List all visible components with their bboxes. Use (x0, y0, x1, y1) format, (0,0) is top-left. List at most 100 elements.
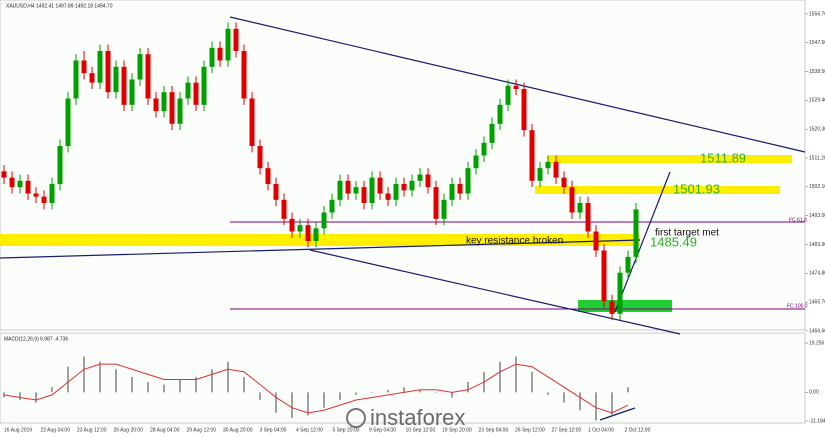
candle-body (145, 54, 151, 99)
candle-body (473, 155, 479, 169)
macd-bar (163, 384, 165, 393)
annotation: first target met (655, 228, 719, 239)
candle-body (249, 98, 255, 146)
macd-bar (259, 392, 261, 401)
macd-bar (307, 392, 309, 416)
candle-body (601, 250, 607, 302)
candle-body (513, 85, 519, 89)
x-tick-label: 26 Sep 12:00 (515, 427, 545, 433)
candle-body (337, 180, 343, 200)
macd-bar (595, 392, 597, 421)
candle-body (361, 187, 367, 204)
candle-body (545, 161, 551, 169)
macd-bar (19, 392, 21, 401)
candle-body (577, 203, 583, 213)
candle-body (41, 196, 47, 204)
candle-body (377, 177, 383, 194)
macd-bar (355, 392, 357, 395)
y-tick-label: 1502.10 (809, 184, 825, 190)
x-tick-label: 27 Sep 12:00 (552, 427, 582, 433)
x-tick-label: 3 Sep 04:00 (260, 427, 287, 433)
macd-bar (83, 356, 85, 393)
candle-body (1, 171, 7, 178)
annotation: key resistance broken (466, 236, 563, 247)
x-tick-label: 9 Sep 04:00 (369, 427, 396, 433)
macd-bar (275, 392, 277, 413)
candle-body (185, 82, 191, 99)
candle-body (161, 92, 167, 112)
y-tick-label: 1520.30 (809, 127, 825, 133)
macd-bar (243, 376, 245, 393)
signal-line (3, 363, 629, 414)
annotation: 1501.93 (673, 181, 720, 196)
candle-body (505, 85, 511, 105)
arrow-line (614, 171, 671, 313)
candle-body (617, 272, 623, 314)
y-tick-label: 1547.60 (809, 40, 825, 46)
candle-body (465, 168, 471, 194)
candle-body (441, 199, 447, 219)
macd-bar (579, 392, 581, 411)
candle-body (113, 66, 119, 93)
support-box (578, 300, 672, 312)
logo-icon (346, 408, 366, 428)
macd-bar (563, 392, 565, 403)
y-tick-label: 1465.70 (809, 299, 825, 305)
candle-body (121, 66, 127, 105)
candle-body (585, 203, 591, 232)
macd-bar (35, 392, 37, 403)
candle-body (529, 130, 535, 181)
candle-body (169, 92, 175, 124)
macd-bar (467, 382, 469, 393)
candle-body (49, 184, 55, 204)
candle-body (553, 161, 559, 178)
candle-body (353, 187, 359, 194)
x-tick-label: 1 Oct 04:00 (588, 427, 614, 433)
y-tick-label: 1529.40 (809, 98, 825, 104)
candle-body (433, 187, 439, 219)
macd-bar (339, 392, 341, 401)
annotation: 1485.49 (650, 234, 697, 249)
candle-body (81, 60, 87, 74)
y-tick-label: 0.00 (809, 390, 819, 396)
candle-body (489, 123, 495, 143)
candle-body (393, 184, 399, 200)
candle-body (561, 177, 567, 188)
candle-body (273, 184, 279, 200)
candle-body (153, 98, 159, 112)
macd-panel (0, 332, 806, 424)
x-tick-label: 29 Aug 12:00 (187, 427, 217, 433)
candle-body (89, 73, 95, 83)
candle-body (73, 60, 79, 99)
candle-body (57, 145, 63, 185)
y-tick-label: 1483.90 (809, 242, 825, 248)
macd-bar (147, 382, 149, 393)
macd-bar (371, 392, 373, 393)
candle-body (281, 199, 287, 219)
candles (1, 22, 639, 321)
macd-bar (99, 361, 101, 393)
macd-bar (547, 392, 549, 395)
candle-body (385, 193, 391, 200)
trend-line (229, 16, 806, 153)
annotation: 1511.89 (700, 150, 746, 165)
candle-body (609, 301, 615, 314)
y-tick-label: 1538.50 (809, 69, 825, 75)
candle-body (257, 145, 263, 169)
macd-bar (611, 392, 613, 416)
macd-bar (403, 387, 405, 393)
x-tick-label: 10 Sep 12:00 (406, 427, 436, 433)
candle-body (593, 231, 599, 251)
candle-body (409, 180, 415, 191)
candle-body (521, 88, 527, 131)
macd-bar (131, 376, 133, 393)
candle-body (329, 199, 335, 213)
annotation: FC 61.8 (789, 217, 807, 223)
candle-body (313, 228, 319, 242)
candle-body (305, 225, 311, 242)
candle-body (233, 28, 239, 51)
macd-bar (67, 366, 69, 393)
macd-bar (531, 371, 533, 393)
macd-bar (387, 389, 389, 393)
